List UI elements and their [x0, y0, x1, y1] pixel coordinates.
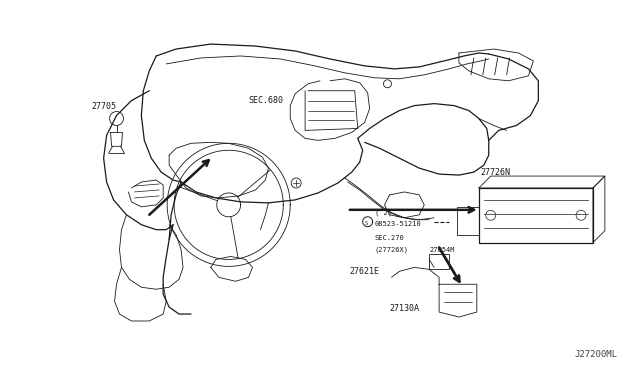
Text: S: S: [365, 221, 368, 226]
Text: 27054M: 27054M: [429, 247, 454, 253]
Text: SEC.270: SEC.270: [374, 235, 404, 241]
Text: 27130A: 27130A: [390, 304, 419, 313]
Text: 27726N: 27726N: [481, 168, 511, 177]
Text: J27200ML: J27200ML: [575, 350, 618, 359]
Text: 08523-51210: 08523-51210: [374, 221, 421, 227]
Bar: [479, 188, 593, 243]
Text: 27621E: 27621E: [350, 267, 380, 276]
Bar: [429, 254, 449, 269]
Text: 27705: 27705: [92, 102, 116, 110]
Text: (27726X): (27726X): [374, 247, 408, 253]
Bar: [457, 207, 479, 235]
Text: ( 2): ( 2): [374, 210, 392, 216]
Text: SEC.680: SEC.680: [248, 96, 284, 105]
